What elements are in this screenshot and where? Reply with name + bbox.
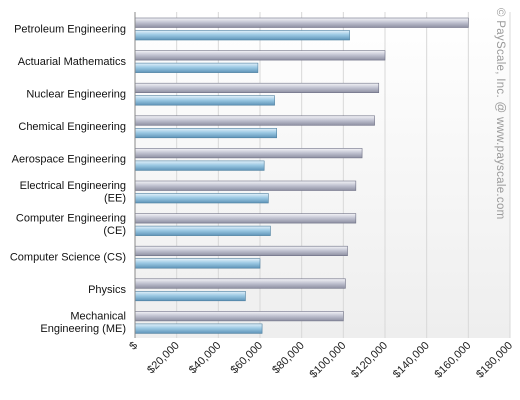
category-label: Electrical Engineering (EE)	[20, 180, 126, 205]
bar-series-2	[134, 193, 269, 204]
category-label: Computer Science (CS)	[10, 252, 126, 264]
bar-series-1	[134, 82, 380, 93]
x-tick-label: $60,000	[229, 340, 266, 377]
bars	[134, 17, 469, 334]
bar-series-2	[134, 225, 271, 236]
bar-series-1	[134, 278, 346, 289]
x-tick-label: $160,000	[433, 340, 474, 381]
category-labels: Petroleum Engineering Actuarial Mathemati…	[10, 23, 127, 335]
category-label: Nuclear Engineering	[26, 89, 126, 101]
bar-series-2	[134, 290, 246, 302]
category-separators	[5, 11, 135, 339]
x-tick-label: $20,000	[145, 340, 182, 377]
category-label: Actuarial Mathematics	[18, 56, 127, 68]
x-axis-tick-labels: $ $20,000 $40,000 $60,000 $80,000 $100,000 $12…	[127, 340, 515, 381]
bar-series-1	[134, 311, 344, 322]
plot-area	[135, 12, 510, 338]
category-label: Chemical Engineering	[18, 121, 126, 133]
bar-series-1	[134, 148, 363, 159]
bar-series-2	[134, 95, 275, 106]
x-tick-label: $40,000	[187, 340, 224, 377]
bar-series-1	[134, 50, 386, 61]
category-label: Petroleum Engineering	[14, 23, 126, 35]
category-label: Aerospace Engineering	[12, 154, 126, 166]
category-label: Computer Engineering (CE)	[16, 213, 126, 238]
x-tick-label: $100,000	[308, 340, 349, 381]
bar-series-1	[134, 213, 357, 224]
bar-series-2	[134, 62, 259, 73]
x-tick-label: $180,000	[474, 340, 515, 381]
x-tick-label: $140,000	[391, 340, 432, 381]
bar-series-2	[134, 323, 263, 334]
bar-series-1	[134, 17, 469, 28]
bar-series-2	[134, 128, 277, 139]
bar-series-1	[134, 115, 375, 126]
bar-series-2	[134, 160, 265, 171]
x-tick-label: $80,000	[270, 340, 307, 377]
x-tick-label: $120,000	[349, 340, 390, 381]
bar-series-1	[134, 180, 357, 191]
x-tick-label: $	[127, 340, 140, 353]
category-label: Mechanical Engineering (ME)	[40, 310, 126, 335]
watermark-text: © PayScale, Inc. @ www.payscale.com	[494, 8, 506, 220]
category-label: Physics	[88, 284, 126, 296]
bar-series-2	[134, 30, 350, 41]
bar-series-2	[134, 258, 261, 269]
bar-series-1	[134, 245, 348, 256]
